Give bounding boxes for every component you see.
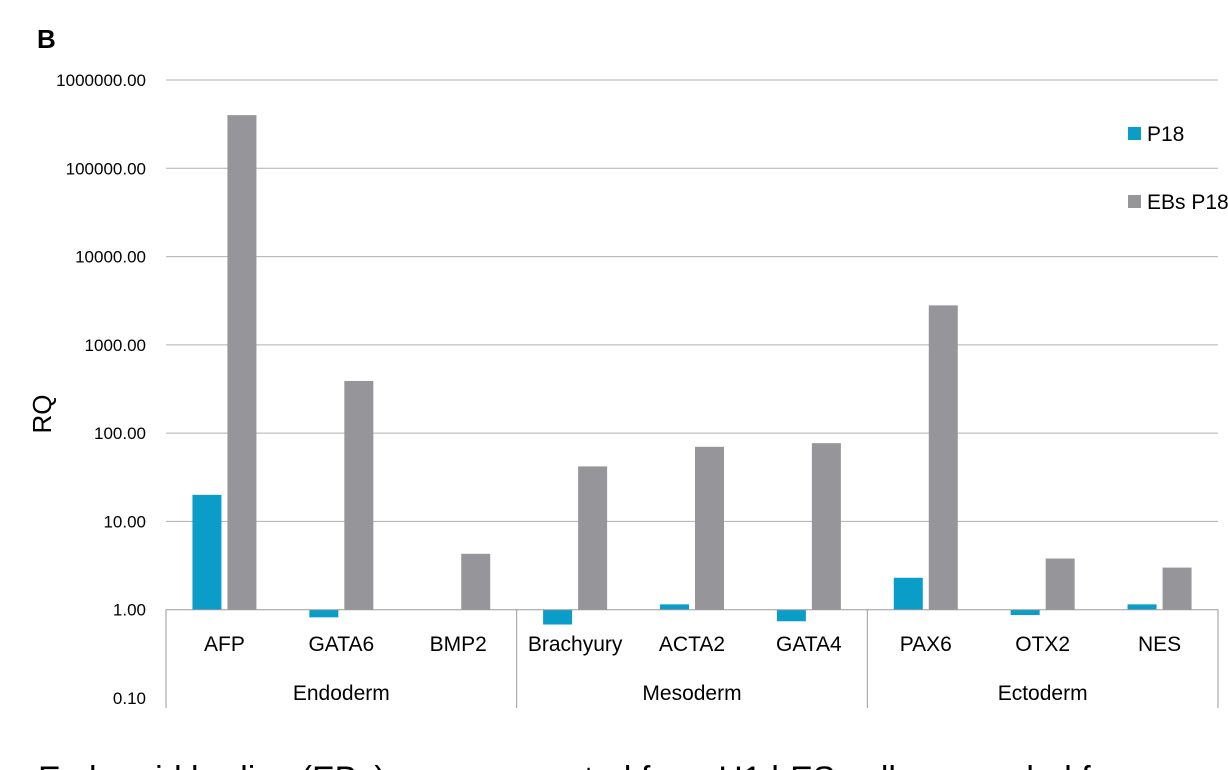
- category-label: Brachyury: [528, 633, 623, 656]
- category-label: GATA4: [776, 633, 842, 656]
- category-labels: AFP GATA6 BMP2 Brachyury ACTA2 GATA4 PAX6 OTX2 N…: [204, 633, 1181, 656]
- y-axis-label: RQ: [27, 395, 57, 434]
- legend-label: P18: [1147, 123, 1184, 146]
- category-axis: [165, 609, 1219, 708]
- legend-label: EBs P18: [1147, 191, 1228, 214]
- category-label: ACTA2: [659, 633, 725, 656]
- bar-p18-afp: [192, 494, 222, 610]
- bar-ebs-p18-gata6: [344, 380, 374, 610]
- legend-swatch: [1128, 195, 1141, 208]
- bar-ebs-p18-gata4: [811, 443, 841, 610]
- bar-ebs-p18-nes: [1162, 567, 1192, 610]
- bar-ebs-p18-bmp2: [461, 553, 491, 610]
- bar-ebs-p18-brachyury: [578, 466, 608, 610]
- bar-p18-brachyury: [543, 609, 573, 625]
- y-tick-label: 1000000.00: [56, 71, 146, 90]
- category-label: BMP2: [430, 633, 487, 656]
- y-tick-label: 10000.00: [75, 248, 146, 267]
- category-label: NES: [1138, 633, 1181, 656]
- bar-ebs-p18-afp: [227, 115, 257, 610]
- y-tick-label: 10.00: [103, 512, 146, 531]
- y-tick-label: 1000.00: [85, 336, 146, 355]
- bar-ebs-p18-otx2: [1045, 558, 1075, 610]
- bar-p18-gata6: [309, 609, 339, 618]
- bar-p18-acta2: [660, 604, 689, 610]
- y-tick-label: 100.00: [94, 424, 146, 443]
- figure-caption: Embryoid bodies (EBs) were generated fro…: [38, 760, 1121, 770]
- bar-ebs-p18-pax6: [928, 305, 958, 610]
- bar-p18-nes: [1127, 604, 1157, 610]
- y-tick-label: 1.00: [113, 601, 146, 620]
- category-label: GATA6: [308, 633, 374, 656]
- y-tick-labels: 0.10 1.00 10.00 100.00 1000.00 10000.00 100000…: [56, 71, 146, 708]
- bar-p18-pax6: [893, 577, 923, 610]
- legend: P18 EBs P18: [1128, 123, 1228, 214]
- y-tick-label: 0.10: [113, 689, 146, 708]
- bar-ebs-p18-acta2: [695, 446, 724, 610]
- legend-swatch: [1128, 127, 1141, 140]
- bar-p18-gata4: [776, 609, 806, 622]
- group-label: Endoderm: [293, 682, 390, 705]
- group-labels: Endoderm Mesoderm Ectoderm: [293, 682, 1088, 705]
- category-label: OTX2: [1015, 633, 1070, 656]
- category-label: AFP: [204, 633, 245, 656]
- group-label: Ectoderm: [998, 682, 1088, 705]
- bars: [192, 115, 1192, 625]
- gridlines: [166, 79, 1218, 522]
- category-label: PAX6: [900, 633, 952, 656]
- y-tick-label: 100000.00: [66, 159, 146, 178]
- panel-label: B: [37, 24, 56, 54]
- group-label: Mesoderm: [642, 682, 741, 705]
- bar-p18-otx2: [1010, 609, 1040, 616]
